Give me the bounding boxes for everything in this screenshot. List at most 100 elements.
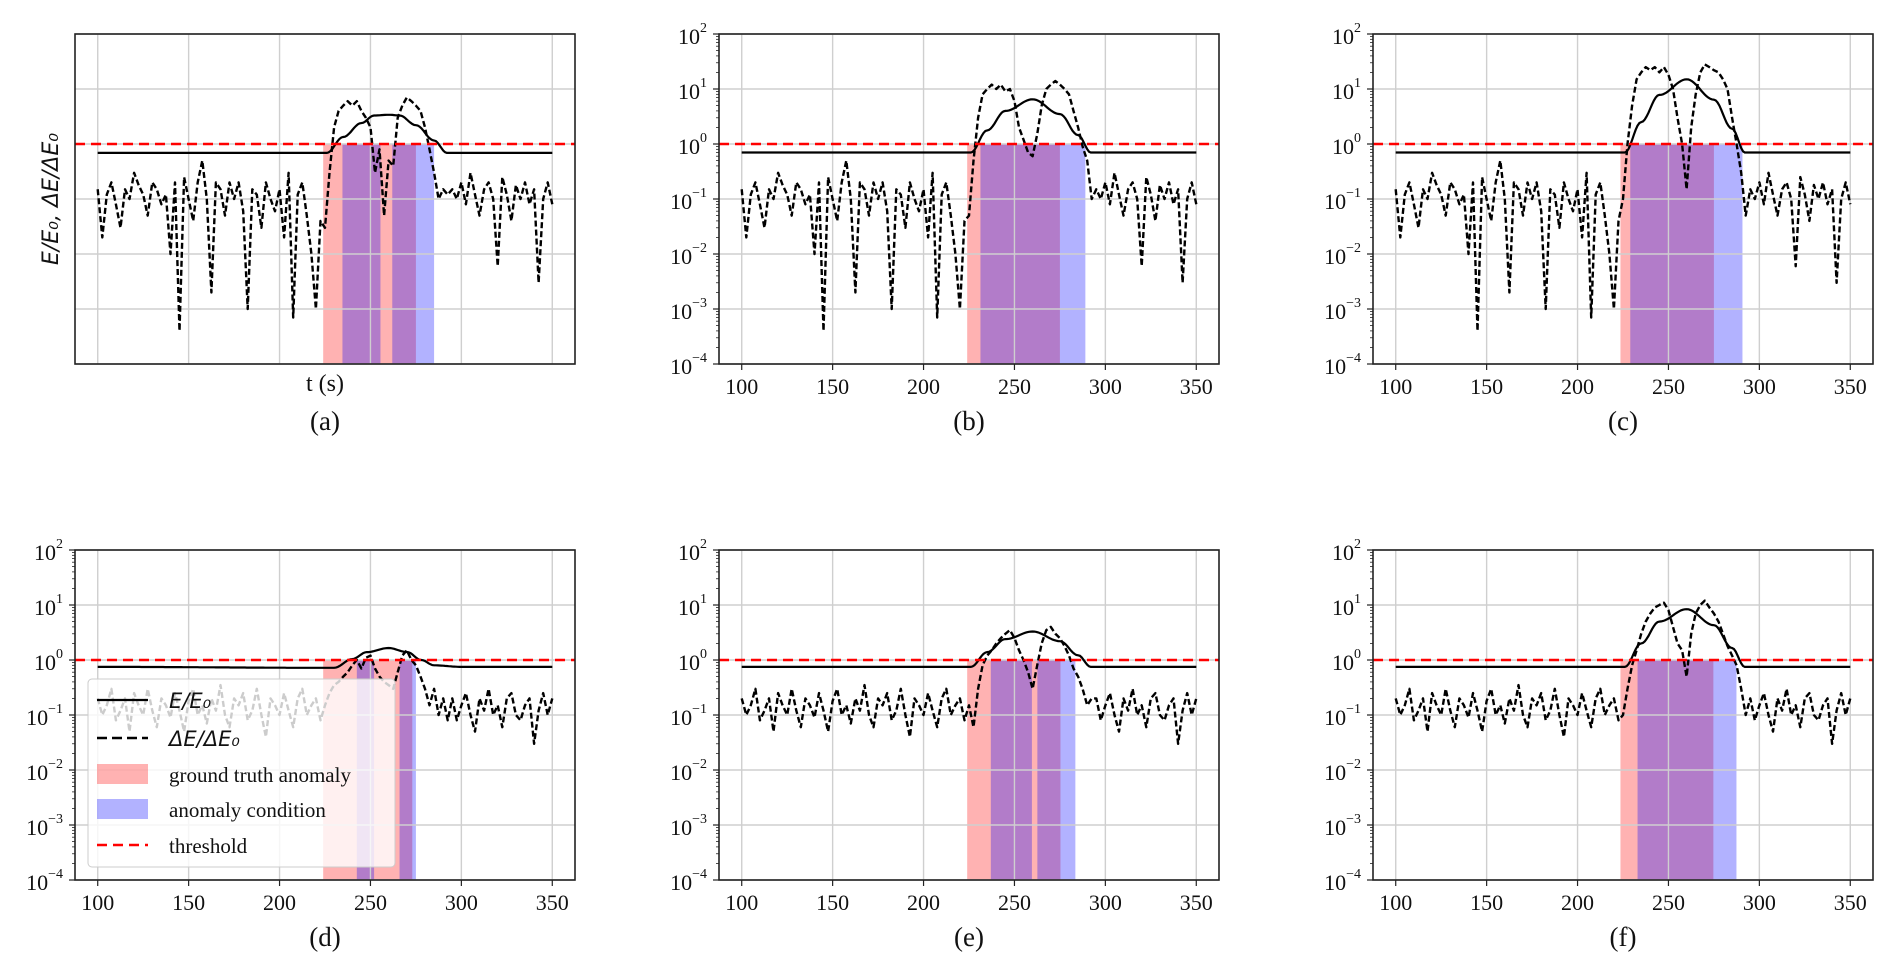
y-tick-base: 10 — [1332, 595, 1354, 620]
subplot-c: 100 150 200 250 300 35010−410−310−210−1100101… — [1324, 21, 1874, 436]
y-tick-base: 10 — [1324, 870, 1346, 895]
y-tick-base: 10 — [26, 705, 48, 730]
E-over-E0-line — [97, 113, 553, 154]
y-tick-base: 10 — [670, 760, 692, 785]
x-axis-label: t (s) — [306, 371, 344, 397]
y-tick-base: 10 — [1332, 540, 1354, 565]
x-tick-label: 200 — [1561, 890, 1594, 915]
y-tick-base: 10 — [670, 189, 692, 214]
legend-blue-patch-icon — [97, 799, 148, 819]
y-tick-base: 10 — [670, 815, 692, 840]
E-over-E0-line — [741, 630, 1197, 669]
y-tick-base: 10 — [1324, 760, 1346, 785]
y-tick-base: 10 — [26, 870, 48, 895]
dE-over-dE0-line — [740, 79, 1198, 333]
x-tick-label: 100 — [81, 890, 114, 915]
y-tick-exponent: −1 — [692, 702, 707, 717]
x-tick-label: 100 — [1379, 374, 1412, 399]
y-tick-base: 10 — [678, 134, 700, 159]
y-tick-exponent: 0 — [700, 131, 707, 146]
y-tick-exponent: −1 — [1346, 186, 1361, 201]
subplot-b: 100 150 200 250 300 35010−410−310−210−1100101… — [670, 21, 1220, 436]
x-tick-label: 300 — [1089, 890, 1122, 915]
y-tick-base: 10 — [1324, 299, 1346, 324]
y-tick-exponent: 0 — [1354, 647, 1361, 662]
y-tick-base: 10 — [1324, 354, 1346, 379]
dE-over-dE0-line — [740, 625, 1198, 745]
y-tick-exponent: 2 — [700, 21, 707, 36]
y-tick-base: 10 — [678, 79, 700, 104]
y-tick-label: 10−3 — [670, 296, 707, 324]
y-tick-exponent: −4 — [1346, 351, 1361, 366]
y-tick-exponent: −4 — [48, 867, 63, 882]
y-tick-base: 10 — [670, 705, 692, 730]
panel-label: (f) — [1610, 922, 1637, 952]
y-tick-base: 10 — [34, 650, 56, 675]
y-tick-base: 10 — [1332, 134, 1354, 159]
y-tick-base: 10 — [1324, 815, 1346, 840]
y-tick-label: 10−2 — [26, 757, 63, 785]
y-tick-exponent: −2 — [692, 757, 707, 772]
y-tick-base: 10 — [1324, 189, 1346, 214]
panel-label: (e) — [954, 922, 984, 952]
subplot-f: 100 150 200 250 300 35010−410−310−210−1100101… — [1324, 537, 1874, 952]
x-tick-label: 150 — [816, 374, 849, 399]
E-over-E0-line — [1395, 608, 1851, 669]
y-tick-label: 102 — [678, 537, 707, 565]
y-tick-exponent: 1 — [1354, 592, 1361, 607]
y-tick-exponent: −3 — [692, 296, 707, 311]
y-tick-label: 10−1 — [26, 702, 63, 730]
y-tick-exponent: −1 — [1346, 702, 1361, 717]
y-tick-exponent: 0 — [1354, 131, 1361, 146]
x-tick-label: 300 — [1743, 374, 1776, 399]
y-tick-exponent: 1 — [700, 592, 707, 607]
y-tick-label: 102 — [1332, 537, 1361, 565]
y-tick-exponent: −4 — [692, 867, 707, 882]
panel-label: (d) — [309, 922, 340, 952]
panel-label: (b) — [953, 406, 984, 436]
y-tick-base: 10 — [34, 595, 56, 620]
y-tick-label: 10−2 — [1324, 241, 1361, 269]
x-tick-label: 150 — [1470, 374, 1503, 399]
x-tick-label: 200 — [907, 374, 940, 399]
y-tick-label: 10−4 — [670, 351, 707, 379]
legend-box — [87, 678, 396, 868]
E-over-E0-line — [97, 646, 553, 669]
y-tick-base: 10 — [678, 595, 700, 620]
y-axis-label: E/E₀, ΔE/ΔE₀ — [39, 133, 64, 265]
y-tick-exponent: −3 — [692, 812, 707, 827]
y-tick-base: 10 — [1332, 650, 1354, 675]
y-tick-exponent: 0 — [56, 647, 63, 662]
y-tick-exponent: 0 — [700, 647, 707, 662]
y-tick-label: 10−2 — [670, 757, 707, 785]
y-tick-exponent: 2 — [56, 537, 63, 552]
y-tick-exponent: −2 — [1346, 757, 1361, 772]
y-tick-base: 10 — [678, 24, 700, 49]
x-tick-label: 350 — [1834, 890, 1867, 915]
subplot-a: t (s) E/E₀, ΔE/ΔE₀ (a) — [39, 33, 576, 436]
legend-label: E/E₀ — [169, 689, 212, 713]
y-tick-exponent: 1 — [56, 592, 63, 607]
y-tick-base: 10 — [670, 244, 692, 269]
x-tick-label: 250 — [1652, 374, 1685, 399]
x-tick-label: 200 — [1561, 374, 1594, 399]
legend-label: ground truth anomaly — [169, 763, 351, 787]
y-tick-label: 101 — [1332, 76, 1361, 104]
y-tick-base: 10 — [678, 540, 700, 565]
x-tick-label: 150 — [1470, 890, 1503, 915]
y-tick-label: 10−1 — [670, 186, 707, 214]
y-tick-base: 10 — [1324, 705, 1346, 730]
x-tick-label: 250 — [998, 374, 1031, 399]
y-tick-label: 101 — [678, 592, 707, 620]
x-tick-label: 200 — [907, 890, 940, 915]
E-over-E0-line — [741, 98, 1197, 154]
dE-over-dE0-line — [96, 96, 554, 333]
y-tick-exponent: 2 — [700, 537, 707, 552]
panel-label: (c) — [1608, 406, 1638, 436]
y-tick-exponent: −4 — [1346, 867, 1361, 882]
y-tick-label: 101 — [1332, 592, 1361, 620]
y-tick-base: 10 — [1332, 24, 1354, 49]
legend-label: anomaly condition — [169, 798, 326, 822]
x-tick-label: 150 — [172, 890, 205, 915]
